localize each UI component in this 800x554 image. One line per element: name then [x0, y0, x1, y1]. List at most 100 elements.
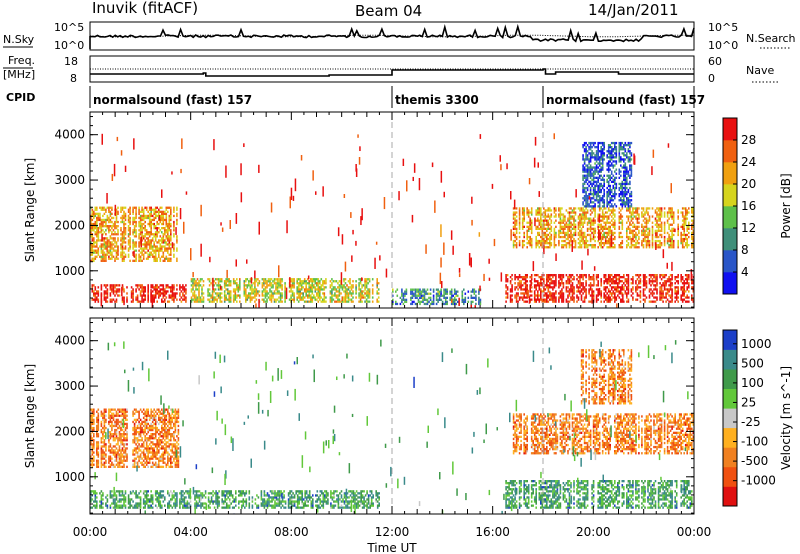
data-cell — [511, 278, 513, 281]
data-cell — [161, 298, 163, 301]
data-cell — [586, 209, 589, 212]
data-cell — [626, 282, 628, 285]
data-cell — [350, 300, 353, 303]
data-cell — [325, 286, 327, 289]
data-cell — [264, 282, 267, 285]
data-cell — [226, 280, 229, 283]
data-cell — [132, 245, 134, 248]
data-cell — [156, 210, 158, 213]
data-cell — [313, 280, 315, 283]
data-cell — [180, 296, 183, 299]
data-cell — [425, 292, 427, 295]
data-cell — [632, 288, 634, 291]
data-cell — [555, 290, 557, 293]
data-cell — [410, 302, 412, 306]
data-cell — [564, 233, 566, 237]
data-cell — [105, 247, 107, 250]
data-cell — [123, 259, 125, 262]
data-cell — [688, 274, 690, 277]
data-cell — [243, 288, 246, 291]
data-cell — [663, 239, 666, 243]
data-cell — [669, 274, 672, 277]
data-cell — [138, 284, 140, 287]
data-cell — [629, 237, 631, 241]
data-cell — [612, 223, 615, 226]
data-cell — [105, 255, 107, 258]
data-cell — [518, 231, 521, 235]
data-cell — [254, 282, 256, 285]
data-cell — [550, 221, 553, 224]
data-cell — [133, 206, 136, 209]
data-cell — [618, 235, 621, 239]
data-cell — [691, 286, 693, 289]
data-cell — [193, 296, 196, 299]
data-cell — [416, 294, 418, 297]
data-cell — [350, 298, 353, 301]
data-cell — [365, 280, 368, 283]
data-cell — [540, 290, 542, 293]
data-cell — [660, 288, 663, 291]
data-cell — [127, 214, 130, 218]
data-cell — [632, 233, 634, 237]
data-cell — [182, 298, 184, 301]
data-cell — [461, 292, 464, 295]
data-cell — [627, 288, 630, 291]
data-cell — [515, 215, 518, 218]
data-cell — [120, 253, 122, 256]
data-cell — [158, 249, 160, 252]
data-cell — [647, 235, 649, 239]
data-cell — [165, 212, 168, 215]
data-cell — [680, 233, 682, 237]
data-cell — [335, 280, 338, 283]
freq-label: Freq. — [8, 54, 35, 67]
data-cell — [127, 241, 130, 244]
data-cell — [302, 280, 304, 283]
data-cell — [582, 190, 584, 194]
data-cell — [552, 274, 554, 277]
data-cell — [594, 215, 596, 218]
data-cell — [444, 288, 447, 291]
data-cell — [456, 294, 459, 297]
data-cell — [659, 217, 661, 220]
data-cell — [96, 218, 98, 222]
data-cell — [302, 296, 304, 299]
data-cell — [364, 292, 366, 295]
data-cell — [597, 274, 599, 277]
data-cell — [335, 300, 338, 303]
data-cell — [109, 247, 112, 250]
data-cell — [377, 282, 380, 285]
data-cell — [668, 237, 670, 241]
data-cell — [681, 298, 684, 301]
data-cell — [399, 296, 402, 299]
data-cell — [123, 225, 125, 228]
data-cell — [610, 298, 613, 301]
data-cell — [614, 296, 616, 299]
data-cell — [335, 294, 338, 297]
data-cell — [127, 239, 130, 242]
data-cell — [223, 280, 226, 283]
data-cell — [352, 284, 354, 287]
data-cell — [258, 290, 261, 293]
data-cell — [672, 227, 675, 230]
data-cell — [597, 294, 599, 297]
data-cell — [132, 292, 134, 295]
data-cell — [281, 278, 283, 281]
data-cell — [365, 282, 368, 285]
data-cell — [114, 225, 116, 228]
data-cell — [440, 288, 442, 291]
data-cell — [153, 243, 155, 246]
data-cell — [526, 290, 528, 293]
data-cell — [659, 223, 661, 226]
data-cell — [154, 208, 157, 211]
data-cell — [621, 207, 624, 210]
data-cell — [663, 244, 666, 247]
data-cell — [692, 237, 694, 241]
data-cell — [589, 276, 592, 279]
data-cell — [638, 235, 640, 239]
data-cell — [663, 211, 666, 214]
data-cell — [552, 280, 554, 283]
data-cell — [303, 296, 306, 299]
data-cell — [579, 239, 581, 243]
data-cell — [550, 244, 553, 247]
data-cell — [109, 218, 112, 222]
